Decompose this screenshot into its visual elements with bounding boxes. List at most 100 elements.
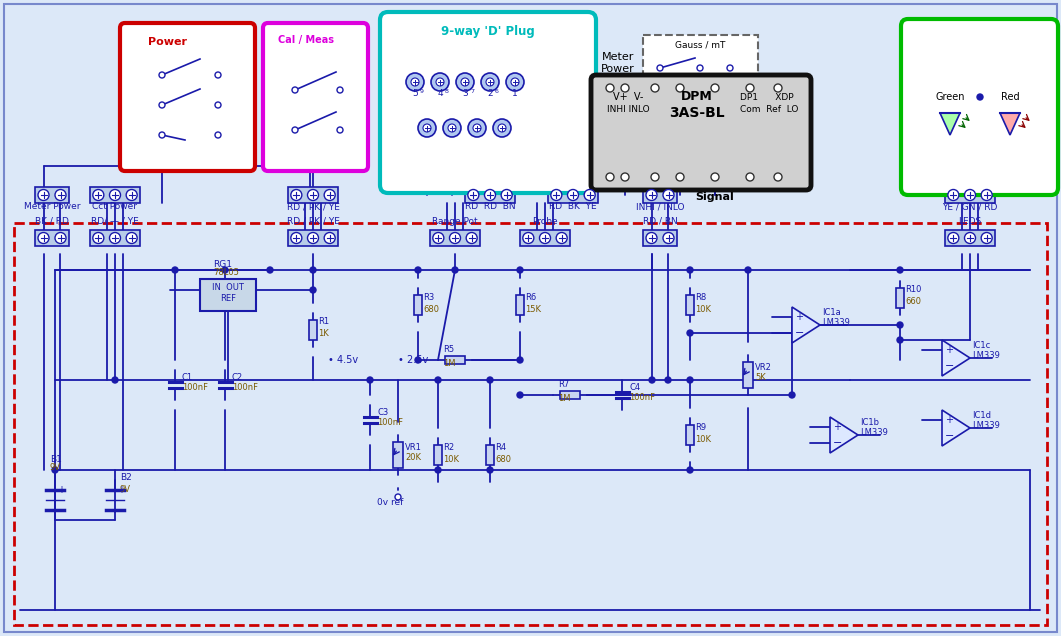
Circle shape xyxy=(697,65,703,71)
Text: V+  V-: V+ V- xyxy=(613,92,643,102)
Circle shape xyxy=(487,467,493,473)
Text: Red: Red xyxy=(1001,92,1020,102)
Text: RD  RD  BN: RD RD BN xyxy=(465,202,516,211)
Circle shape xyxy=(688,467,693,473)
Text: RD  BK  YE: RD BK YE xyxy=(550,202,596,211)
Circle shape xyxy=(159,102,166,108)
Text: R5: R5 xyxy=(443,345,454,354)
Circle shape xyxy=(646,233,657,244)
Bar xyxy=(35,230,69,246)
Text: YE / GN / RD: YE / GN / RD xyxy=(942,202,997,211)
FancyBboxPatch shape xyxy=(120,23,255,171)
Text: Meter: Meter xyxy=(602,52,634,62)
Circle shape xyxy=(310,267,316,273)
Circle shape xyxy=(981,190,992,200)
Circle shape xyxy=(688,267,693,273)
Circle shape xyxy=(523,233,534,244)
Circle shape xyxy=(981,233,992,244)
Text: LM339: LM339 xyxy=(860,428,888,437)
Circle shape xyxy=(38,190,49,200)
Circle shape xyxy=(38,233,49,244)
Text: Power: Power xyxy=(147,37,187,47)
Circle shape xyxy=(711,173,719,181)
Text: Range Pot: Range Pot xyxy=(432,217,477,226)
Circle shape xyxy=(291,190,301,200)
Circle shape xyxy=(964,190,975,200)
Bar xyxy=(643,187,677,203)
Text: Meter Power: Meter Power xyxy=(23,202,81,211)
Circle shape xyxy=(215,72,221,78)
Circle shape xyxy=(395,494,401,500)
Circle shape xyxy=(55,190,66,200)
FancyBboxPatch shape xyxy=(380,12,596,193)
Circle shape xyxy=(450,233,460,244)
Circle shape xyxy=(325,233,335,244)
Text: Probe: Probe xyxy=(533,217,558,226)
Circle shape xyxy=(325,190,335,200)
Circle shape xyxy=(663,190,674,200)
Circle shape xyxy=(406,73,424,91)
Bar xyxy=(393,442,403,468)
Text: BK / RD: BK / RD xyxy=(35,217,69,226)
Text: 100nF: 100nF xyxy=(232,383,258,392)
Bar xyxy=(309,320,317,340)
Text: −: − xyxy=(795,328,804,338)
Circle shape xyxy=(487,377,493,383)
Text: Green: Green xyxy=(935,92,964,102)
Text: R8: R8 xyxy=(695,293,707,301)
Circle shape xyxy=(649,377,655,383)
Circle shape xyxy=(466,233,477,244)
Circle shape xyxy=(126,190,137,200)
Text: RD / PK / YE: RD / PK / YE xyxy=(286,202,340,211)
Circle shape xyxy=(486,78,494,86)
Bar xyxy=(743,362,753,388)
Text: 8: 8 xyxy=(445,89,449,94)
Text: 100nF: 100nF xyxy=(629,393,655,402)
Text: RD / BN: RD / BN xyxy=(643,217,677,226)
Circle shape xyxy=(897,322,903,328)
Text: R9: R9 xyxy=(695,422,707,431)
Circle shape xyxy=(433,233,443,244)
Circle shape xyxy=(657,65,663,71)
Circle shape xyxy=(481,73,499,91)
Circle shape xyxy=(688,377,693,383)
Text: R10: R10 xyxy=(905,286,921,294)
Circle shape xyxy=(485,190,495,200)
Circle shape xyxy=(517,267,523,273)
Bar xyxy=(434,445,442,465)
Circle shape xyxy=(501,190,512,200)
Text: B2: B2 xyxy=(120,473,132,482)
Text: Gauss / mT: Gauss / mT xyxy=(675,40,725,49)
Text: 1M: 1M xyxy=(442,359,455,368)
Bar xyxy=(445,356,465,364)
Circle shape xyxy=(665,377,671,383)
Bar xyxy=(686,425,694,445)
Circle shape xyxy=(789,392,795,398)
Text: Cal / Meas: Cal / Meas xyxy=(278,35,334,45)
Circle shape xyxy=(947,233,959,244)
Text: 9: 9 xyxy=(420,89,424,94)
Circle shape xyxy=(435,467,441,473)
Text: 4: 4 xyxy=(437,89,442,98)
Circle shape xyxy=(511,78,519,86)
Text: DP1      XDP: DP1 XDP xyxy=(740,93,794,102)
Text: 9-way 'D' Plug: 9-way 'D' Plug xyxy=(441,25,535,38)
Bar xyxy=(945,187,995,203)
Text: Com  Ref  LO: Com Ref LO xyxy=(740,105,798,114)
Circle shape xyxy=(498,124,506,132)
Circle shape xyxy=(711,84,719,92)
Bar xyxy=(35,187,69,203)
Text: IC1a: IC1a xyxy=(822,308,840,317)
Text: INHI INLO: INHI INLO xyxy=(607,105,649,114)
Text: 78L05: 78L05 xyxy=(213,268,239,277)
Text: 5: 5 xyxy=(412,89,418,98)
Text: R7: R7 xyxy=(558,380,570,389)
Circle shape xyxy=(52,467,58,473)
Circle shape xyxy=(468,119,486,137)
Polygon shape xyxy=(940,113,960,135)
Text: 1M: 1M xyxy=(558,394,570,403)
Bar xyxy=(486,445,494,465)
Circle shape xyxy=(606,84,614,92)
Circle shape xyxy=(92,190,104,200)
Circle shape xyxy=(159,72,166,78)
